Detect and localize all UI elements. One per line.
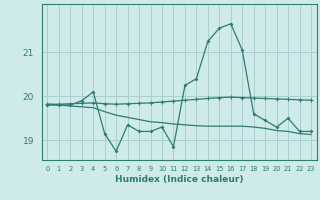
X-axis label: Humidex (Indice chaleur): Humidex (Indice chaleur) [115,175,244,184]
